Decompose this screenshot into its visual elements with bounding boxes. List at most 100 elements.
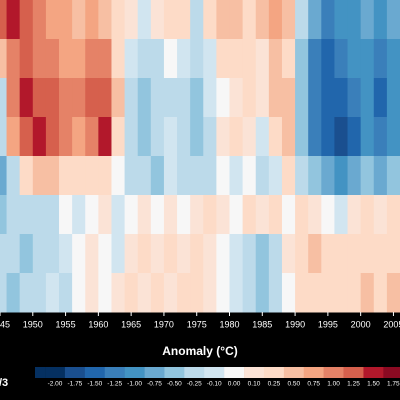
heatmap-cell bbox=[163, 39, 178, 79]
heatmap-cell bbox=[373, 39, 388, 79]
heatmap-cell bbox=[360, 195, 375, 235]
heatmap-cell bbox=[59, 156, 73, 196]
heatmap-cell bbox=[137, 156, 152, 196]
heatmap-cell bbox=[334, 78, 349, 118]
x-tick-label: 2000 bbox=[351, 319, 371, 329]
x-tick-label: 1965 bbox=[121, 319, 141, 329]
heatmap-cell bbox=[321, 39, 335, 79]
heatmap-cell bbox=[360, 78, 375, 118]
heatmap-cell bbox=[6, 78, 21, 118]
colorbar-swatch bbox=[144, 367, 165, 378]
heatmap-cell bbox=[268, 78, 283, 118]
x-tick-label: 1985 bbox=[252, 319, 272, 329]
heatmap-cell bbox=[98, 234, 112, 274]
heatmap-cell bbox=[150, 273, 165, 313]
colorbar-swatch bbox=[164, 367, 185, 378]
heatmap-cell bbox=[98, 156, 112, 196]
heatmap-cell bbox=[216, 0, 231, 40]
heatmap-cell bbox=[281, 117, 296, 157]
heatmap-cell bbox=[6, 234, 21, 274]
heatmap-cell bbox=[72, 78, 86, 118]
heatmap-cell bbox=[0, 195, 8, 235]
heatmap-cell bbox=[295, 0, 309, 40]
colorbar-swatch bbox=[244, 367, 265, 378]
heatmap-cell bbox=[137, 117, 152, 157]
heatmap-cell bbox=[163, 234, 178, 274]
heatmap-cell bbox=[137, 273, 152, 313]
heatmap-cell bbox=[295, 78, 309, 118]
heatmap-cell bbox=[347, 39, 362, 79]
x-tick-label: 1990 bbox=[285, 319, 305, 329]
heatmap-cell bbox=[216, 39, 231, 79]
heatmap-cell bbox=[347, 234, 362, 274]
heatmap-cell bbox=[0, 273, 8, 313]
colorbar-tick-label: -1.25 bbox=[107, 381, 122, 388]
heatmap-cell bbox=[6, 39, 21, 79]
heatmap-cell bbox=[98, 273, 112, 313]
heatmap-cell bbox=[45, 273, 60, 313]
colorbar-swatch bbox=[184, 367, 205, 378]
heatmap-cell bbox=[281, 78, 296, 118]
heatmap-cell bbox=[59, 234, 73, 274]
heatmap-cell bbox=[163, 0, 178, 40]
heatmap-cell bbox=[216, 273, 231, 313]
heatmap-cell bbox=[321, 78, 335, 118]
heatmap-cell bbox=[295, 195, 309, 235]
heatmap-cell bbox=[85, 117, 99, 157]
heatmap-cell bbox=[45, 117, 60, 157]
heatmap-cell bbox=[111, 234, 126, 274]
heatmap-cell bbox=[190, 234, 204, 274]
heatmap-cell bbox=[111, 195, 126, 235]
heatmap-cell bbox=[360, 273, 375, 313]
heatmap-cell bbox=[255, 0, 270, 40]
heatmap-cell bbox=[124, 78, 139, 118]
heatmap-cell bbox=[85, 78, 99, 118]
heatmap-cell bbox=[6, 117, 21, 157]
heatmap-cell bbox=[321, 0, 335, 40]
colorbar-swatch bbox=[283, 367, 305, 378]
colorbar-tick-label: 1.75 bbox=[387, 381, 400, 388]
heatmap-cell bbox=[255, 273, 270, 313]
heatmap-cell bbox=[203, 78, 217, 118]
heatmap-cell bbox=[72, 117, 86, 157]
heatmap-cell bbox=[242, 117, 257, 157]
x-tick-label: 1970 bbox=[154, 319, 174, 329]
heatmap-cell bbox=[177, 0, 191, 40]
colorbar-swatch bbox=[45, 367, 66, 378]
heatmap-cell bbox=[32, 78, 47, 118]
colorbar-tick-label: -0.50 bbox=[167, 381, 182, 388]
colorbar-tick-label: 0.10 bbox=[248, 381, 261, 388]
heatmap-cell bbox=[268, 0, 283, 40]
heatmap-cell bbox=[0, 78, 8, 118]
heatmap-cell bbox=[255, 234, 270, 274]
heatmap-cell bbox=[19, 78, 34, 118]
colorbar-tick-label: -1.50 bbox=[87, 381, 102, 388]
heatmap-cell bbox=[268, 156, 283, 196]
heatmap-cell bbox=[59, 195, 73, 235]
heatmap-cell bbox=[177, 195, 191, 235]
heatmap-cell bbox=[347, 0, 362, 40]
heatmap-cell bbox=[347, 195, 362, 235]
heatmap-cell bbox=[111, 0, 126, 40]
heatmap-cell bbox=[85, 195, 99, 235]
heatmap-cell bbox=[203, 195, 217, 235]
heatmap-cell bbox=[137, 234, 152, 274]
heatmap-cell bbox=[111, 39, 126, 79]
heatmap-cell bbox=[177, 234, 191, 274]
x-tick-label: 1960 bbox=[88, 319, 108, 329]
x-tick-label: 2005 bbox=[383, 319, 400, 329]
heatmap-cell bbox=[216, 195, 231, 235]
heatmap-cell bbox=[386, 234, 400, 274]
heatmap-cell bbox=[386, 39, 400, 79]
heatmap-cell bbox=[45, 156, 60, 196]
heatmap-cell bbox=[268, 234, 283, 274]
heatmap-cell bbox=[0, 117, 8, 157]
heatmap-cell bbox=[98, 0, 112, 40]
heatmap-cell bbox=[295, 39, 309, 79]
heatmap-cell bbox=[190, 117, 204, 157]
heatmap-cell bbox=[308, 78, 322, 118]
heatmap-cell bbox=[373, 195, 388, 235]
colorbar-tick-label: 1.00 bbox=[327, 381, 340, 388]
colorbar-tick-label: -2.00 bbox=[48, 381, 63, 388]
heatmap-cell bbox=[308, 195, 322, 235]
